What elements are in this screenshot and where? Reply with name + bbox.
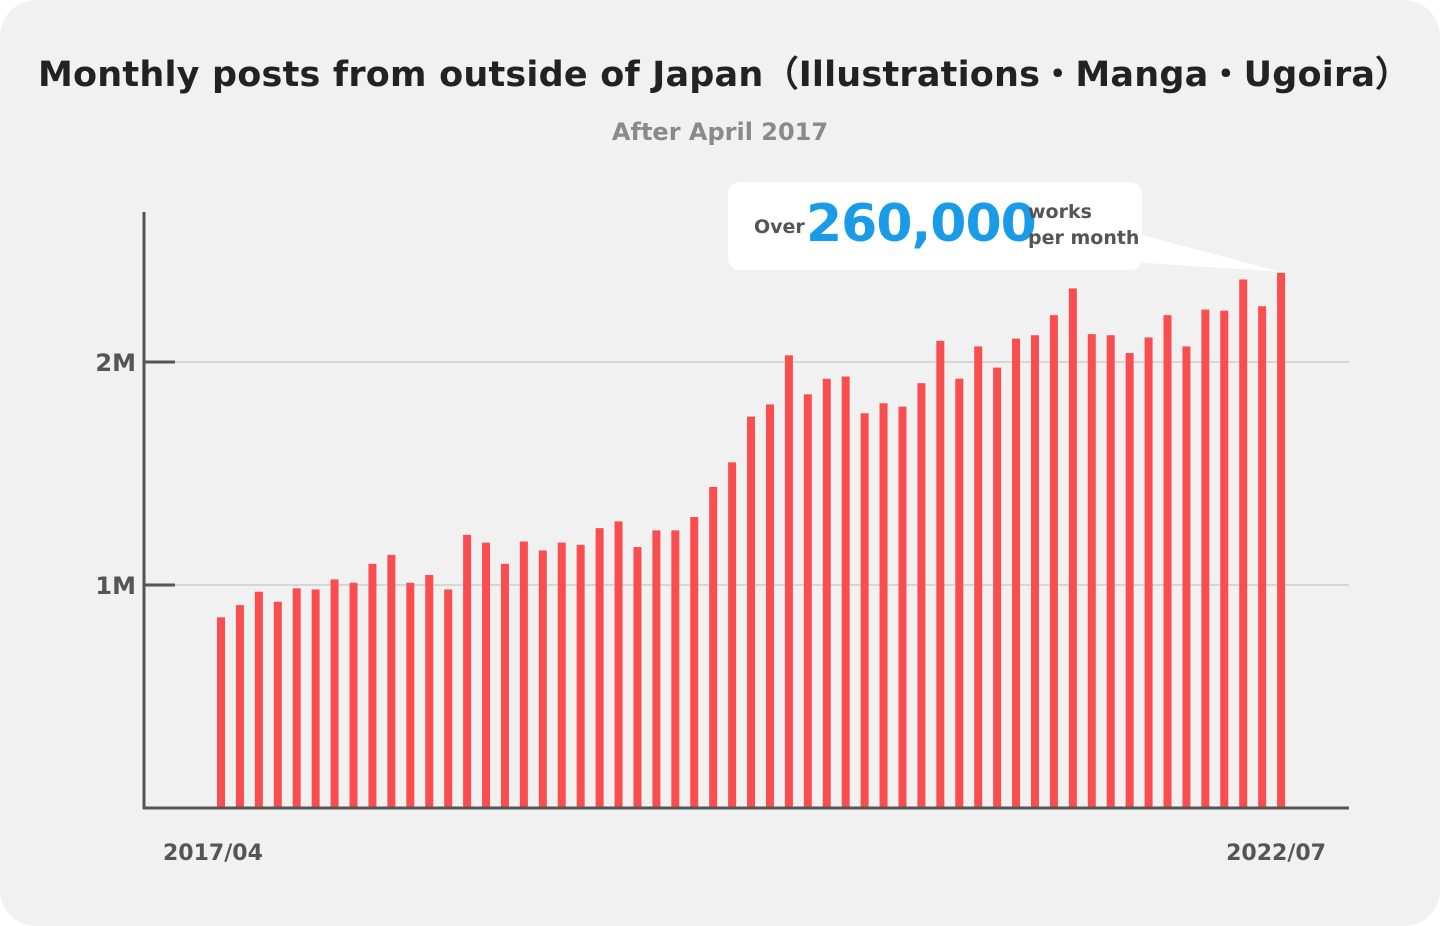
bar bbox=[1163, 315, 1172, 808]
bar bbox=[784, 355, 793, 808]
bar bbox=[330, 579, 339, 808]
y-tick-label-2M: 2M bbox=[95, 349, 136, 377]
y-tick-label-1M: 1M bbox=[95, 572, 136, 600]
bar bbox=[652, 530, 661, 808]
callout-unit-per-month: per month bbox=[1028, 227, 1140, 249]
bar bbox=[898, 406, 907, 808]
callout-number: 260,000 bbox=[806, 194, 1037, 254]
bar bbox=[709, 486, 718, 808]
bar bbox=[1012, 338, 1021, 808]
callout-prefix: Over bbox=[754, 216, 805, 238]
bar bbox=[292, 588, 301, 808]
bar bbox=[1125, 353, 1134, 808]
bar bbox=[1068, 288, 1077, 808]
chart-subtitle: After April 2017 bbox=[611, 118, 829, 146]
bar bbox=[765, 404, 774, 808]
bar bbox=[841, 376, 850, 808]
bar bbox=[1182, 346, 1191, 808]
bar bbox=[463, 534, 472, 808]
bar bbox=[444, 589, 453, 808]
bar bbox=[557, 542, 566, 808]
bar bbox=[993, 367, 1002, 808]
bar bbox=[879, 403, 888, 808]
bar bbox=[1201, 309, 1210, 808]
bar bbox=[1220, 310, 1229, 808]
bar bbox=[1144, 337, 1153, 808]
chart-title: Monthly posts from outside of Japan（Illu… bbox=[38, 55, 1411, 95]
bar bbox=[917, 383, 926, 808]
bar bbox=[671, 530, 680, 808]
bar bbox=[690, 516, 699, 808]
bar bbox=[936, 340, 945, 808]
bar bbox=[576, 544, 585, 808]
bar bbox=[955, 378, 964, 808]
bar bbox=[1049, 315, 1058, 808]
x-tick-label-end: 2022/07 bbox=[1226, 841, 1326, 866]
bars bbox=[217, 272, 1286, 809]
callout-box bbox=[728, 182, 1142, 270]
bar bbox=[311, 589, 320, 808]
x-tick-label-start: 2017/04 bbox=[163, 841, 263, 866]
bar bbox=[482, 542, 491, 808]
bar bbox=[273, 601, 282, 808]
bar bbox=[368, 563, 377, 808]
bar bbox=[254, 591, 263, 808]
bar bbox=[538, 550, 547, 808]
bar bbox=[633, 547, 642, 808]
bar bbox=[349, 582, 358, 808]
bar bbox=[614, 521, 623, 808]
bar bbox=[406, 582, 415, 808]
bar bbox=[425, 574, 434, 808]
bar bbox=[1106, 335, 1115, 808]
bar bbox=[1087, 334, 1096, 809]
bar bbox=[747, 416, 756, 808]
bar bbox=[1030, 335, 1039, 808]
bar bbox=[1277, 272, 1286, 808]
bar bbox=[500, 563, 509, 808]
bar bbox=[387, 554, 396, 808]
bar bbox=[1239, 279, 1248, 808]
callout-pointer bbox=[1130, 234, 1282, 272]
bar bbox=[822, 378, 831, 808]
bar bbox=[217, 617, 225, 808]
bar bbox=[803, 394, 812, 808]
callout-unit-works: works bbox=[1028, 201, 1092, 223]
y-axis-ticks: 1M 2M bbox=[95, 349, 175, 600]
bar bbox=[860, 413, 869, 808]
bar bbox=[974, 346, 983, 808]
bar bbox=[519, 541, 528, 808]
bar bbox=[595, 528, 604, 808]
bar bbox=[235, 605, 244, 808]
bar bbox=[728, 462, 737, 808]
bar bbox=[1258, 306, 1267, 808]
